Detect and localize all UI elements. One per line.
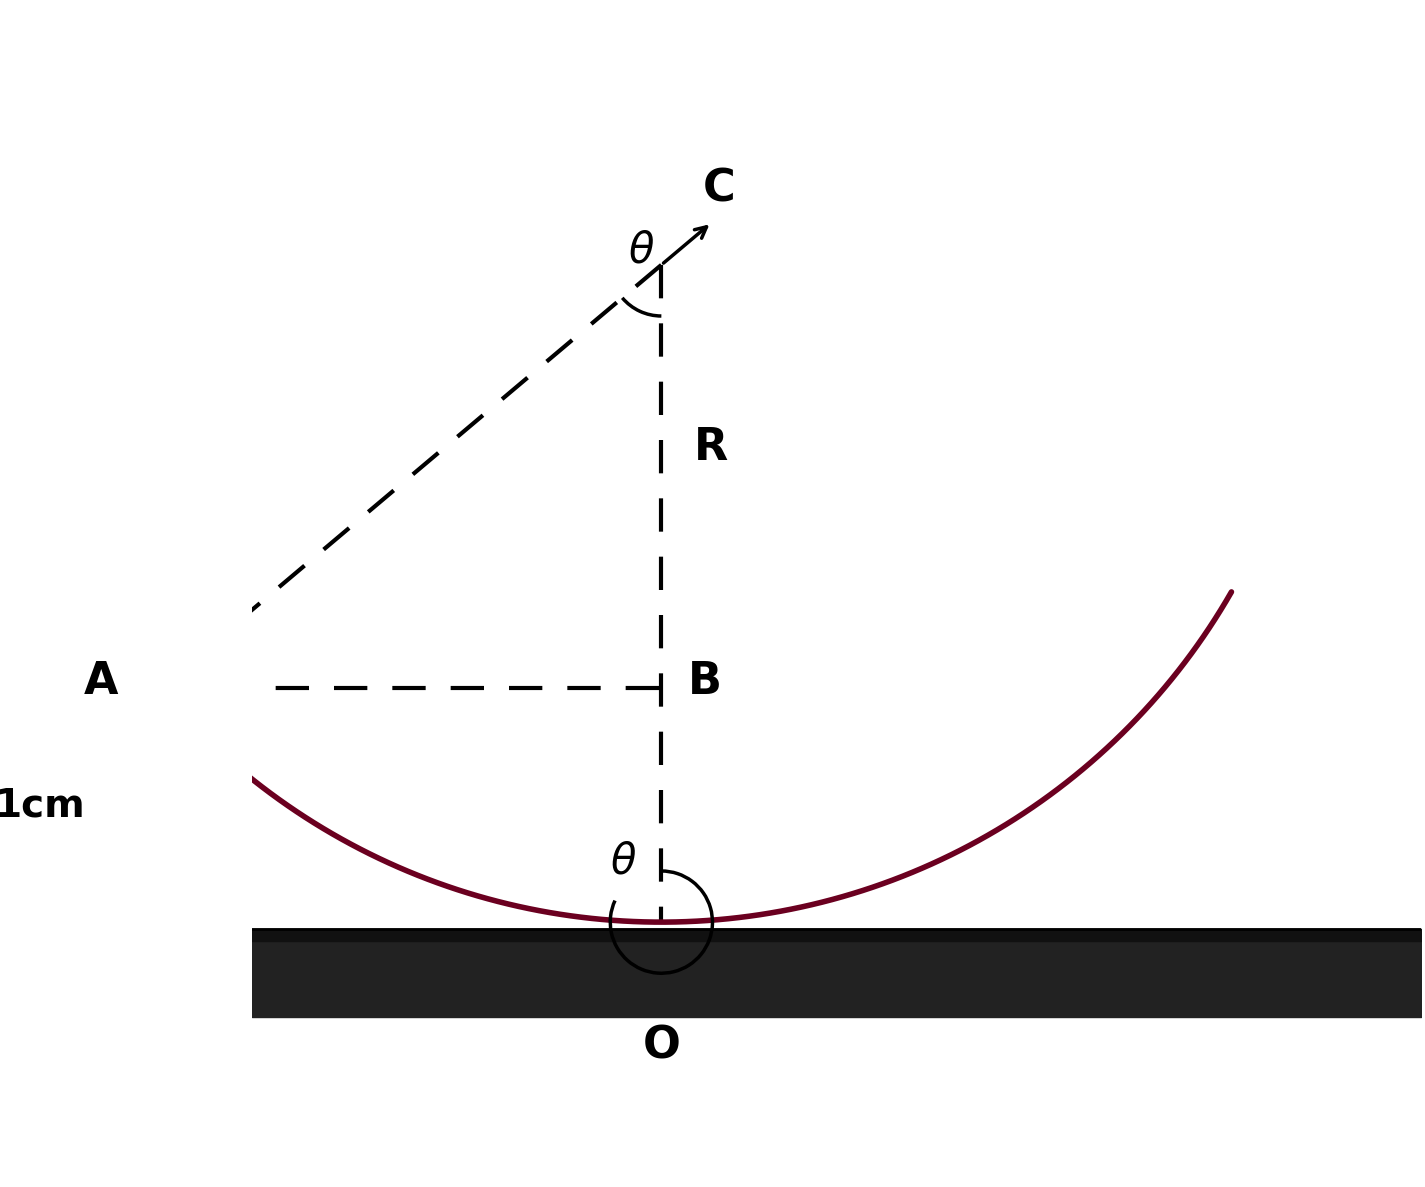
Text: A: A <box>84 660 118 703</box>
Point <box>147 679 170 698</box>
Text: 1cm: 1cm <box>0 786 86 824</box>
Text: θ: θ <box>628 229 654 272</box>
Text: θ: θ <box>610 840 636 883</box>
Text: O: O <box>643 1024 680 1067</box>
Text: C: C <box>703 167 735 211</box>
Text: R: R <box>694 426 728 469</box>
Text: B: B <box>688 660 721 703</box>
